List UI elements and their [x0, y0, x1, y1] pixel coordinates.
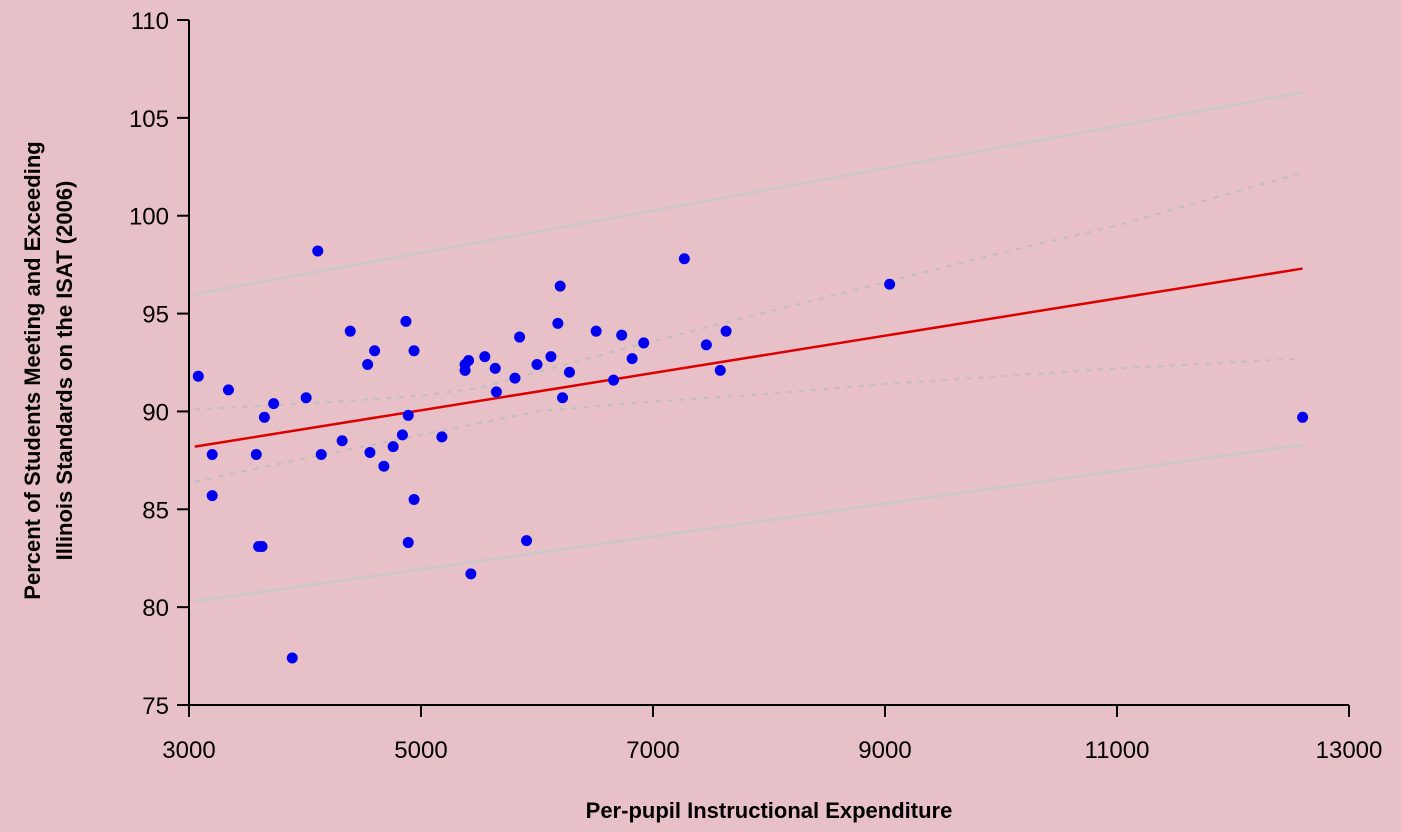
y-axis-title-line: Percent of Students Meeting and Exceedin… [20, 141, 45, 599]
data-point [720, 325, 732, 337]
data-point [638, 337, 650, 349]
x-tick-label: 3000 [162, 737, 215, 764]
data-point [250, 448, 262, 460]
data-point [608, 374, 620, 386]
y-tick-label: 95 [142, 302, 169, 329]
data-point [557, 392, 569, 404]
x-tick-label: 7000 [626, 737, 679, 764]
data-point [521, 535, 533, 547]
data-point [286, 652, 298, 664]
band-lines [194, 91, 1303, 603]
data-point [552, 317, 564, 329]
data-point [545, 351, 557, 363]
y-tick-label: 105 [129, 106, 169, 133]
data-point [626, 353, 638, 365]
data-point [714, 364, 726, 376]
data-points [192, 245, 1309, 664]
data-point [258, 411, 270, 423]
data-point [268, 398, 280, 410]
prediction-upper-line [194, 91, 1303, 296]
y-axis-title-line: Illinois Standards on the ISAT (2006) [52, 181, 77, 561]
data-point [563, 366, 575, 378]
axes: 75 80 85 90 95 100 105 110 3000 5000 7000 9000 11000… [129, 8, 1382, 764]
data-point [362, 358, 374, 370]
data-point [206, 448, 218, 460]
y-axis-title: Percent of Students Meeting and Exceedin… [20, 141, 77, 599]
data-point [436, 431, 448, 443]
data-point [479, 351, 491, 363]
data-point [408, 494, 420, 505]
data-point [369, 345, 381, 357]
data-point [554, 280, 566, 292]
data-point [590, 325, 602, 337]
data-point [402, 537, 414, 549]
data-point [222, 384, 234, 396]
data-point [396, 429, 408, 441]
trendline-group [194, 267, 1303, 448]
y-tick-label: 100 [129, 204, 169, 231]
x-tick-label: 5000 [394, 737, 447, 764]
data-point [312, 245, 324, 257]
trendline [194, 267, 1303, 448]
data-point [344, 325, 356, 337]
data-point [400, 315, 412, 327]
data-point [402, 409, 414, 421]
y-tick-label: 90 [142, 399, 169, 426]
data-point [616, 329, 628, 341]
y-tick-label: 80 [142, 595, 169, 622]
data-point [884, 278, 896, 290]
data-point [489, 362, 501, 374]
y-tick-label: 110 [131, 8, 169, 35]
data-point [465, 568, 477, 580]
data-point [463, 355, 475, 367]
data-point [700, 339, 712, 351]
data-point [1297, 411, 1309, 423]
confidence-upper-line [194, 171, 1303, 411]
x-tick-label: 13000 [1316, 737, 1383, 764]
data-point [300, 392, 312, 404]
data-point [315, 448, 327, 460]
data-point [408, 345, 420, 357]
x-tick-label: 9000 [858, 737, 911, 764]
data-point [531, 358, 543, 370]
data-point [206, 490, 218, 502]
y-tick-label: 85 [142, 497, 169, 524]
y-tick-label: 75 [142, 693, 169, 720]
data-point [192, 370, 204, 382]
data-point [509, 372, 521, 384]
data-point [387, 441, 399, 453]
x-axis-title: Per-pupil Instructional Expenditure [586, 798, 953, 823]
confidence-lower-line [194, 357, 1303, 483]
data-point [378, 460, 390, 472]
data-point [256, 540, 268, 552]
data-point [514, 331, 526, 343]
prediction-lower-line [194, 443, 1303, 603]
x-tick-label: 11000 [1085, 737, 1150, 764]
data-point [364, 447, 376, 459]
data-point [678, 253, 690, 265]
data-point [490, 386, 502, 398]
data-point [336, 435, 348, 447]
